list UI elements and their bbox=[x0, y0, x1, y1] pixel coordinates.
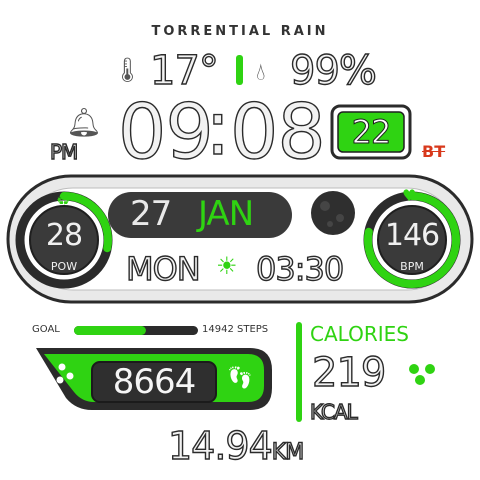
temperature-value: 17° bbox=[149, 47, 219, 94]
date-day: 27 bbox=[130, 194, 172, 234]
footprints-icon: 👣︎ bbox=[226, 366, 254, 391]
heart-icon: ♥︎ bbox=[402, 186, 417, 205]
sunrise-time: 03:30 bbox=[255, 249, 345, 288]
calories-unit: KCAL bbox=[309, 399, 358, 424]
distance-value: 14.94 bbox=[167, 423, 273, 468]
goal-steps-value: 14942 STEPS bbox=[202, 324, 269, 335]
battery-gauge-fill bbox=[60, 192, 112, 253]
thermometer-icon: 🌡︎ bbox=[112, 56, 143, 84]
humidity-value: 99% bbox=[289, 47, 377, 94]
step-count: 8664 bbox=[112, 362, 197, 402]
battery-icon: ♻︎ bbox=[56, 190, 71, 209]
calories-value: 219 bbox=[311, 349, 387, 396]
date-pill bbox=[108, 192, 292, 238]
heart-rate-label: BPM bbox=[400, 260, 424, 273]
heart-rate-value: 146 bbox=[384, 218, 440, 253]
distance-readout: 14.94KM bbox=[167, 423, 305, 468]
weather-condition: TORRENTIAL RAIN bbox=[151, 24, 329, 39]
separator-bar bbox=[236, 55, 243, 85]
heart-gauge-fill bbox=[364, 192, 460, 288]
weekday-label: MON bbox=[125, 249, 201, 288]
battery-label: POW bbox=[50, 260, 78, 273]
steps-count-box bbox=[91, 361, 217, 403]
battery-value: 28 bbox=[45, 218, 83, 253]
bluetooth-off-icon: BT bbox=[422, 142, 446, 161]
humidity-drop-icon: 💧︎ bbox=[256, 58, 266, 86]
ampm-label: PM bbox=[49, 139, 79, 164]
minutes-display: 08 bbox=[229, 87, 326, 176]
seconds-display: 22 bbox=[351, 113, 392, 152]
alarm-bell-icon: 🔔︎ bbox=[66, 106, 102, 139]
distance-unit: KM bbox=[271, 439, 305, 465]
goal-label: GOAL bbox=[32, 324, 60, 335]
date-month: JAN bbox=[198, 194, 254, 234]
time-colon: : bbox=[204, 83, 231, 172]
hours-display: 09 bbox=[117, 87, 214, 176]
sunrise-icon: ☀︎ bbox=[216, 252, 238, 280]
goal-bar-fill bbox=[74, 326, 146, 335]
calories-divider bbox=[296, 322, 302, 422]
moon-icon bbox=[311, 191, 355, 235]
calories-title: CALORIES bbox=[310, 322, 409, 346]
